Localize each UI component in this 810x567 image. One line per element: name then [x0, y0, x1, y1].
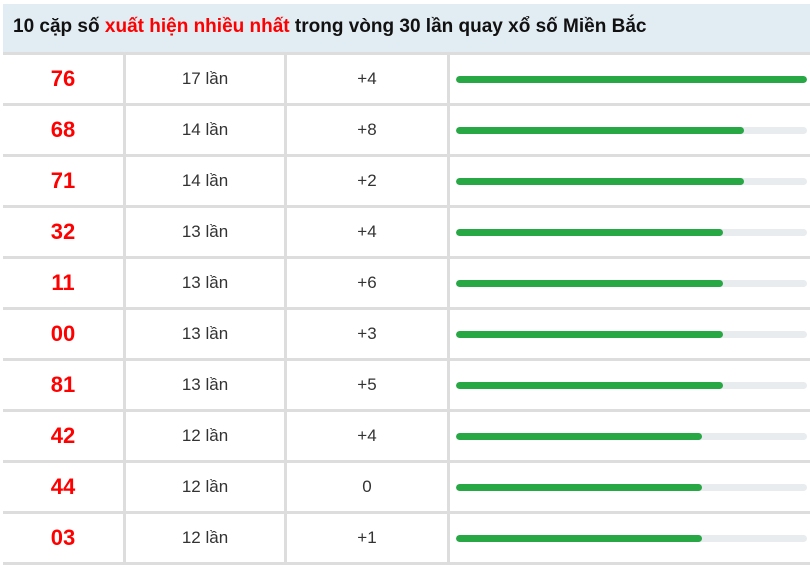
count-cell: 14 lần	[126, 106, 287, 154]
change-cell: +4	[287, 412, 450, 460]
progress-cell	[450, 55, 810, 103]
count-cell: 13 lần	[126, 208, 287, 256]
progress-track	[456, 177, 807, 185]
progress-track	[456, 228, 807, 236]
count-cell: 13 lần	[126, 361, 287, 409]
frequency-table: 10 cặp số xuất hiện nhiều nhất trong vòn…	[3, 4, 810, 565]
change-cell: +3	[287, 310, 450, 358]
table-row: 71 14 lần +2	[3, 157, 810, 208]
title-text: 10 cặp số	[13, 16, 105, 37]
progress-fill	[456, 381, 723, 389]
count-cell: 12 lần	[126, 514, 287, 562]
progress-fill	[456, 330, 723, 338]
change-cell: +2	[287, 157, 450, 205]
change-cell: +1	[287, 514, 450, 562]
progress-cell	[450, 463, 810, 511]
progress-fill	[456, 228, 723, 236]
table-row: 32 13 lần +4	[3, 208, 810, 259]
progress-cell	[450, 310, 810, 358]
progress-cell	[450, 259, 810, 307]
change-cell: +8	[287, 106, 450, 154]
progress-cell	[450, 361, 810, 409]
progress-track	[456, 75, 807, 83]
title-text-end: trong vòng 30 lần quay xổ số Miền Bắc	[289, 16, 647, 37]
number-cell: 76	[3, 55, 126, 103]
progress-track	[456, 483, 807, 491]
progress-cell	[450, 208, 810, 256]
number-cell: 42	[3, 412, 126, 460]
table-row: 11 13 lần +6	[3, 259, 810, 310]
change-cell: +4	[287, 55, 450, 103]
number-cell: 68	[3, 106, 126, 154]
change-cell: +6	[287, 259, 450, 307]
number-cell: 71	[3, 157, 126, 205]
number-cell: 81	[3, 361, 126, 409]
number-cell: 44	[3, 463, 126, 511]
progress-fill	[456, 75, 807, 83]
table-row: 76 17 lần +4	[3, 55, 810, 106]
progress-cell	[450, 412, 810, 460]
progress-cell	[450, 514, 810, 562]
count-cell: 14 lần	[126, 157, 287, 205]
title-highlight: xuất hiện nhiều nhất	[104, 16, 290, 37]
change-cell: 0	[287, 463, 450, 511]
table-title: 10 cặp số xuất hiện nhiều nhất trong vòn…	[3, 4, 810, 55]
progress-track	[456, 279, 807, 287]
table-row: 42 12 lần +4	[3, 412, 810, 463]
change-cell: +5	[287, 361, 450, 409]
count-cell: 12 lần	[126, 412, 287, 460]
table-row: 03 12 lần +1	[3, 514, 810, 565]
progress-fill	[456, 483, 702, 491]
progress-cell	[450, 106, 810, 154]
progress-fill	[456, 177, 744, 185]
progress-track	[456, 381, 807, 389]
progress-fill	[456, 534, 702, 542]
count-cell: 12 lần	[126, 463, 287, 511]
number-cell: 00	[3, 310, 126, 358]
count-cell: 13 lần	[126, 310, 287, 358]
progress-track	[456, 126, 807, 134]
number-cell: 03	[3, 514, 126, 562]
progress-track	[456, 432, 807, 440]
count-cell: 17 lần	[126, 55, 287, 103]
progress-track	[456, 330, 807, 338]
number-cell: 11	[3, 259, 126, 307]
progress-track	[456, 534, 807, 542]
progress-fill	[456, 279, 723, 287]
count-cell: 13 lần	[126, 259, 287, 307]
table-row: 81 13 lần +5	[3, 361, 810, 412]
progress-fill	[456, 126, 744, 134]
table-row: 68 14 lần +8	[3, 106, 810, 157]
table-row: 44 12 lần 0	[3, 463, 810, 514]
table-row: 00 13 lần +3	[3, 310, 810, 361]
progress-cell	[450, 157, 810, 205]
change-cell: +4	[287, 208, 450, 256]
number-cell: 32	[3, 208, 126, 256]
progress-fill	[456, 432, 702, 440]
